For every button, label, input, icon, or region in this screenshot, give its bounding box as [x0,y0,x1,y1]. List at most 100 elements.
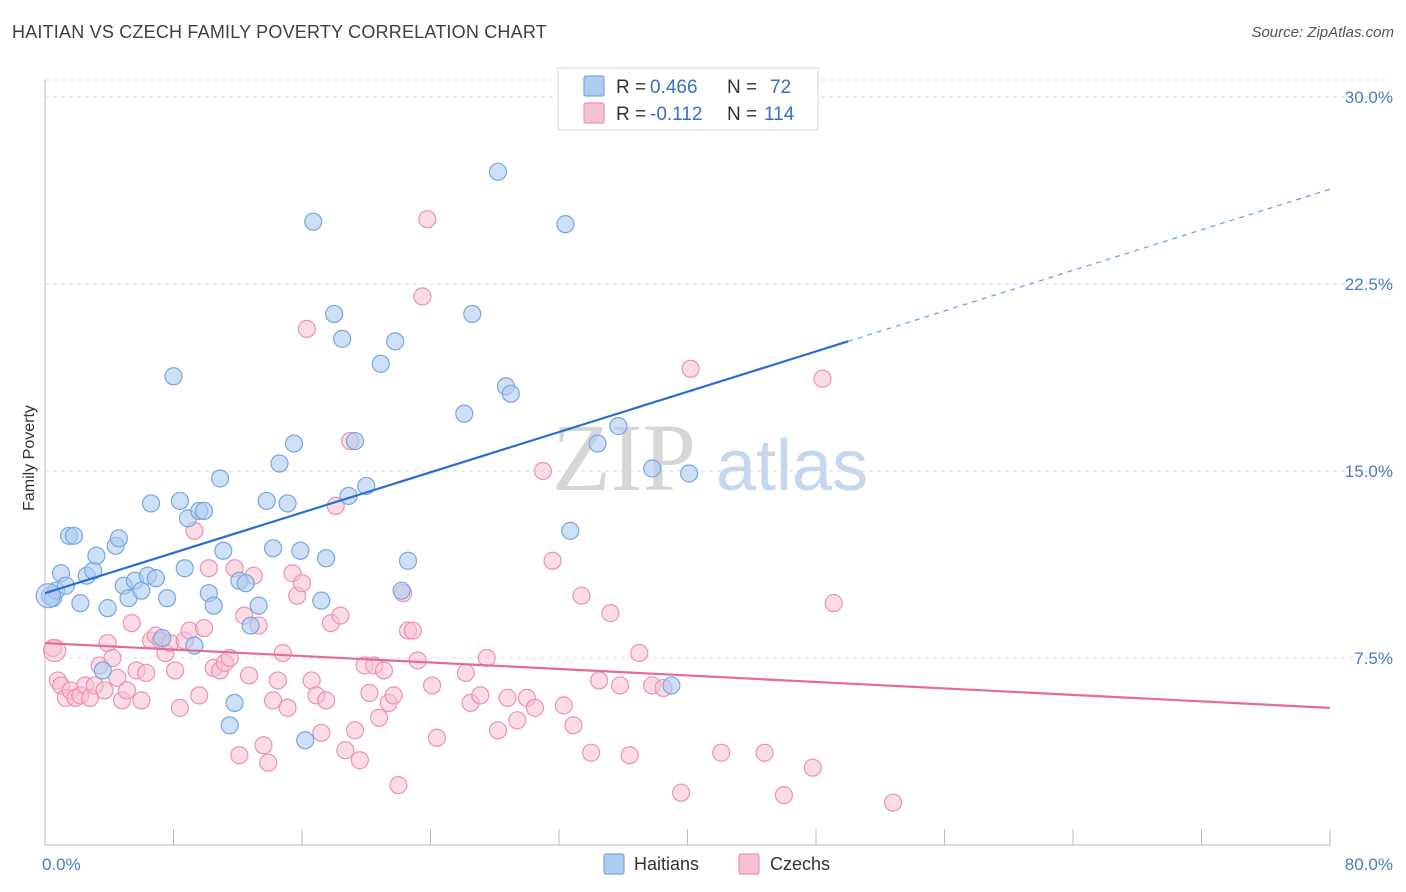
czech-point [403,621,422,640]
haitian-point [643,459,662,478]
czech-point [190,686,209,705]
legend-r-label-2: R = [616,104,646,125]
haitian-point [488,162,508,181]
czech-point [774,786,793,805]
czech-point [273,643,292,663]
czech-point [230,746,249,765]
haitian-point [463,304,482,324]
czech-point [427,728,447,747]
haitian-point [316,549,336,568]
legend-r-value-1: 0.466 [650,77,698,98]
czech-point [533,461,553,481]
czech-point [331,606,350,625]
haitians-trend-extension [847,188,1331,342]
y-tick-label: 22.5% [1345,275,1393,294]
czech-point [316,691,336,710]
czech-point [370,708,389,727]
haitian-point [312,591,331,610]
czech-point [297,319,316,338]
chart-title: HAITIAN VS CZECH FAMILY POVERTY CORRELAT… [12,22,547,42]
legend-n-label-2: N = [727,104,757,125]
chart-source: Source: ZipAtlas.com [1251,24,1394,41]
haitian-point [249,596,268,615]
haitian-point [398,551,418,570]
czech-point [350,751,369,770]
haitian-point [501,384,520,403]
haitian-point [257,491,276,511]
haitian-point [291,541,310,560]
czech-point [194,618,214,638]
haitian-point [109,529,128,548]
czech-point [681,359,700,378]
czech-point [824,594,843,613]
haitian-point [225,693,244,712]
haitian-point [304,212,323,231]
y-tick-label: 30.0% [1345,88,1393,107]
haitian-point [241,616,260,635]
legend-n-value-1: 72 [770,77,791,98]
czech-point [508,711,527,730]
haitian-point [170,491,190,511]
czech-point [813,369,832,388]
czech-point [360,683,379,703]
czech-point [564,716,583,735]
czech-point [620,746,639,765]
czech-point [883,793,903,812]
haitian-point [204,596,223,615]
haitian-point [93,661,112,680]
haitian-point [146,569,165,588]
haitian-point [680,464,699,483]
haitian-point [609,417,628,436]
legend-r-value-2: -0.112 [650,104,702,125]
czech-point [590,671,609,690]
legend-r-label-1: R = [616,77,646,98]
czech-point [389,776,408,795]
haitian-point [270,454,289,473]
czech-point [166,661,185,680]
trend-lines [44,188,1331,709]
legend-n-label-1: N = [727,77,757,98]
bottom-swatch-czechs [738,853,760,875]
czech-point [278,698,297,717]
czech-point [630,643,649,663]
czech-point [345,721,365,740]
czech-point [254,736,273,755]
haitian-point [210,469,230,488]
haitian-point [284,434,304,453]
czech-point [456,663,475,683]
y-axis-title: Family Poverty [21,405,38,511]
haitian-point [194,501,214,520]
haitian-point [164,367,183,386]
czech-point [413,287,432,306]
czech-point [292,574,312,593]
haitian-point [236,574,255,593]
czech-point [543,551,562,570]
haitian-point [157,589,177,608]
series-legend: Haitians Czechs [603,853,830,875]
tick-labels: 7.5% 15.0% 22.5% 30.0% 0.0% 80.0% [42,88,1393,874]
x-tick-label: 0.0% [42,855,81,874]
x-tick-label: 80.0% [1345,855,1393,874]
czech-point [572,586,591,605]
czech-point [108,668,127,688]
czech-point [312,723,331,742]
czech-point [554,696,573,715]
czech-point [374,661,394,680]
haitian-point [214,541,233,560]
y-tick-label: 7.5% [1354,649,1393,668]
haitian-point [325,304,344,324]
czech-point [259,753,278,772]
czech-point [803,758,822,777]
haitian-point [392,581,411,600]
haitian-point [87,546,106,565]
czech-point [239,666,259,685]
haitian-point [263,539,283,558]
haitians-points [35,162,699,750]
bottom-swatch-haitians [603,853,625,875]
haitian-point-large [35,583,61,609]
czech-point [137,663,156,683]
czechs-points [43,210,903,812]
haitian-point [345,431,365,451]
czech-point [488,721,508,740]
